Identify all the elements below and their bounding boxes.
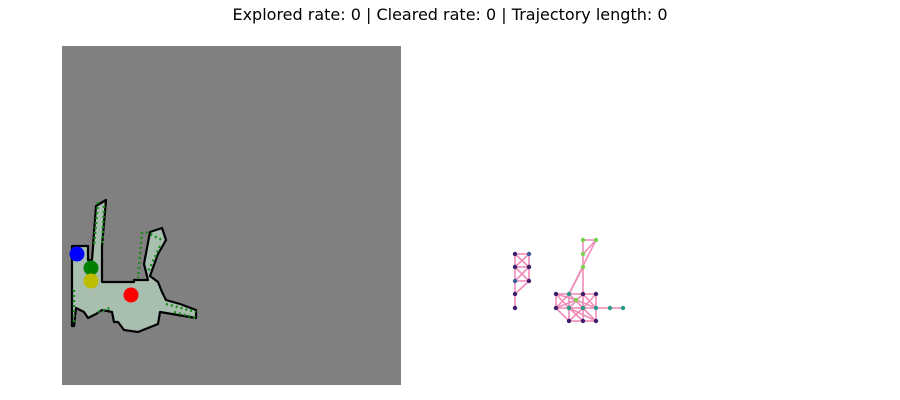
graph-node [512,278,518,284]
graph-edge [555,293,577,301]
graph-node [553,305,559,311]
graph-node [526,264,532,270]
graph-node [512,291,518,297]
graph-edge [582,239,597,255]
graph-node [593,318,599,324]
graph-edge [514,266,530,282]
graph-node [607,305,613,311]
agent-yellow [83,273,99,289]
frontier-segment [165,302,197,314]
graph-node [566,318,572,324]
wall-outline [70,198,198,334]
graph-node [573,297,579,303]
graph-node [580,264,586,270]
graph-node [526,251,532,257]
graph-node [593,291,599,297]
graph-node [580,237,586,243]
graph-node [580,251,586,257]
frontier-markers [72,201,197,324]
graph-edge [555,293,570,309]
graph-node [580,318,586,324]
topology-graph-panel [490,220,640,340]
agent-red [123,287,139,303]
graph-edge [568,307,597,322]
graph-node [512,305,518,311]
graph-node [593,305,599,311]
graph-node [512,264,518,270]
unknown-area [62,46,401,385]
frontier-segment [100,205,106,247]
free-patch [88,290,102,308]
graph-node [566,305,572,311]
frontier-segment [97,306,111,314]
agent-blue [69,246,85,262]
graph-edge [555,299,577,309]
agent-green [83,260,99,276]
graph-edge [582,293,597,309]
figure-title: Explored rate: 0 | Cleared rate: 0 | Tra… [232,5,668,24]
graph-edge [555,307,570,322]
graph-node [620,305,626,311]
graph-node [566,291,572,297]
explored-region [70,198,198,334]
frontier-segment [92,201,100,247]
graph-edge [582,307,597,322]
graph-nodes [512,237,626,324]
graph-node [580,291,586,297]
graph-edge [568,307,584,322]
occupancy-map [62,46,401,385]
frontier-segment [173,310,197,320]
topology-graph [512,237,626,324]
occupancy-map-panel [62,46,401,385]
graph-node [580,305,586,311]
graph-edge [514,253,530,268]
graph-node [512,251,518,257]
graph-edge [575,299,597,309]
graph-node [526,278,532,284]
graph-node [593,237,599,243]
graph-node [553,291,559,297]
graph-edge [514,280,530,295]
